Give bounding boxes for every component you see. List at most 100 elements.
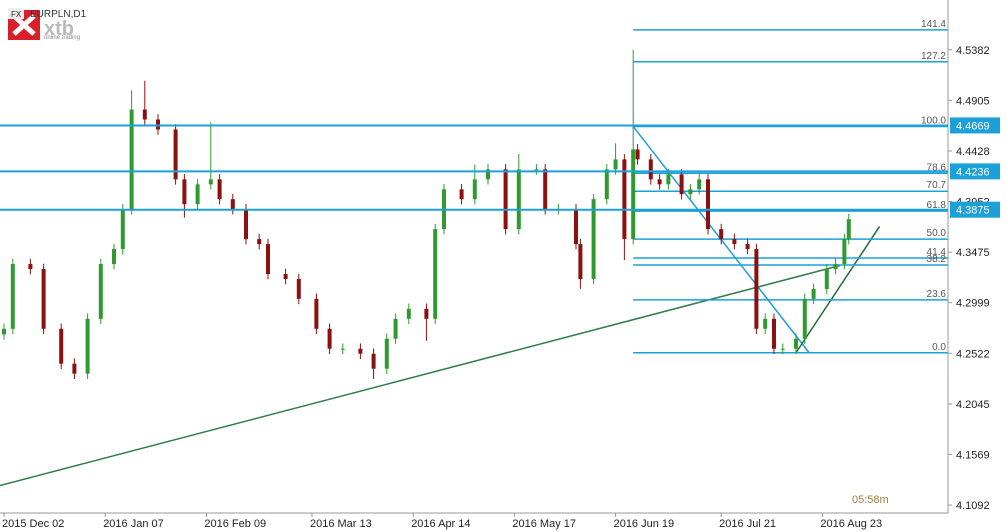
candle-body — [283, 274, 288, 279]
candle-body — [142, 109, 147, 120]
candle-body — [573, 209, 578, 245]
candle-body — [503, 169, 508, 230]
candle-body — [85, 318, 90, 374]
candle-body — [833, 264, 838, 270]
candle-body — [534, 169, 539, 171]
x-tick-label: 2016 Jan 07 — [103, 518, 164, 530]
candle-body — [173, 129, 178, 180]
candle-body — [296, 278, 301, 299]
x-tick-label: 2016 Aug 23 — [820, 518, 882, 530]
fib-label: 0.0 — [932, 342, 946, 353]
candle-body — [459, 189, 464, 200]
candle-body — [358, 348, 363, 354]
candle-body — [622, 159, 627, 240]
candle-body — [59, 328, 64, 364]
candle-body — [648, 159, 653, 180]
candle-body — [516, 169, 521, 230]
candle-body — [705, 179, 710, 230]
candle-body — [384, 338, 389, 369]
candle-body — [732, 239, 737, 245]
candle-body — [591, 199, 596, 279]
candle-body — [543, 169, 548, 210]
candle-body — [217, 179, 222, 200]
level-label: 4.3875 — [956, 205, 990, 217]
candle-body — [393, 318, 398, 339]
fib-label: 50.0 — [927, 228, 947, 239]
x-tick-label: 2016 Jun 19 — [614, 518, 675, 530]
candle-body — [763, 318, 768, 329]
candle-body — [10, 264, 15, 329]
candle-body — [112, 249, 117, 265]
candle-body — [754, 249, 759, 329]
y-tick-label: 4.2045 — [956, 399, 990, 411]
fib-label: 78.6 — [927, 162, 947, 173]
y-tick-label: 4.2522 — [956, 348, 990, 360]
candle-body — [604, 169, 609, 200]
candle-body — [243, 209, 248, 240]
y-tick-label: 4.1569 — [956, 449, 990, 461]
fib-label: 70.7 — [927, 180, 947, 191]
candle-body — [120, 209, 125, 250]
y-tick-label: 4.1092 — [956, 500, 990, 512]
fib-label: 61.8 — [927, 200, 947, 211]
candle-body — [802, 298, 807, 339]
candle-body — [679, 174, 684, 195]
fib-label: 141.4 — [921, 19, 946, 30]
candle-body — [406, 308, 411, 319]
x-tick-label: 2016 May 17 — [512, 518, 576, 530]
trend-line — [795, 226, 881, 354]
candle-body — [433, 229, 438, 319]
logo: FX EURPLN,D1 xtb online trading — [8, 8, 87, 41]
candle-body — [314, 298, 319, 329]
candle-body — [635, 149, 640, 160]
y-tick-label: 4.4428 — [956, 146, 990, 158]
candle-body — [578, 244, 583, 279]
candle-body — [230, 199, 235, 210]
fib-label: 38.2 — [927, 254, 947, 265]
x-tick-label: 2016 Apr 14 — [411, 518, 470, 530]
level-label: 4.4669 — [956, 120, 990, 132]
candle-body — [72, 363, 77, 374]
y-tick-label: 4.5382 — [956, 45, 990, 57]
candle-body — [631, 149, 636, 240]
candle-body — [129, 109, 134, 210]
candle-body — [793, 338, 798, 349]
candle-body — [824, 269, 829, 289]
candle-body — [771, 318, 776, 349]
level-box — [950, 163, 1000, 180]
candle-body — [842, 239, 847, 265]
fib-label: 23.6 — [927, 289, 947, 300]
timer: 05:58m — [852, 494, 889, 506]
candle-body — [41, 269, 46, 329]
plot-area: 141.4 127.2 100.0 78.6 70.7 61.8 50.0 41.438.2 2… — [0, 19, 948, 487]
candle-body — [666, 174, 671, 185]
candle-body — [846, 219, 851, 240]
x-tick-label: 2016 Jul 21 — [719, 518, 776, 530]
x-tick-label: 2016 Feb 09 — [204, 518, 266, 530]
candle-body — [182, 179, 187, 205]
fib-label: 41.4 — [927, 247, 947, 258]
candle-body — [257, 239, 262, 245]
candle-body — [2, 328, 7, 335]
candle-body — [745, 244, 750, 250]
tagline: online trading — [44, 35, 80, 41]
candle-body — [340, 348, 345, 350]
y-tick-label: 4.2999 — [956, 298, 990, 310]
fib-label: 100.0 — [921, 115, 946, 126]
x-tick-label: 2015 Dec 02 — [2, 518, 64, 530]
candle-body — [28, 264, 33, 270]
y-tick-label: 4.3475 — [956, 247, 990, 259]
market-badge — [8, 8, 24, 19]
y-tick-label: 4.4905 — [956, 95, 990, 107]
trend-line — [0, 264, 841, 487]
candle-body — [485, 169, 490, 180]
candle-body — [472, 179, 477, 200]
candle-body — [697, 179, 702, 190]
candle-body — [657, 179, 662, 185]
candle-body — [811, 288, 816, 299]
brand: xtb — [44, 18, 74, 40]
candle-body — [327, 328, 332, 349]
candle-body — [98, 264, 103, 319]
